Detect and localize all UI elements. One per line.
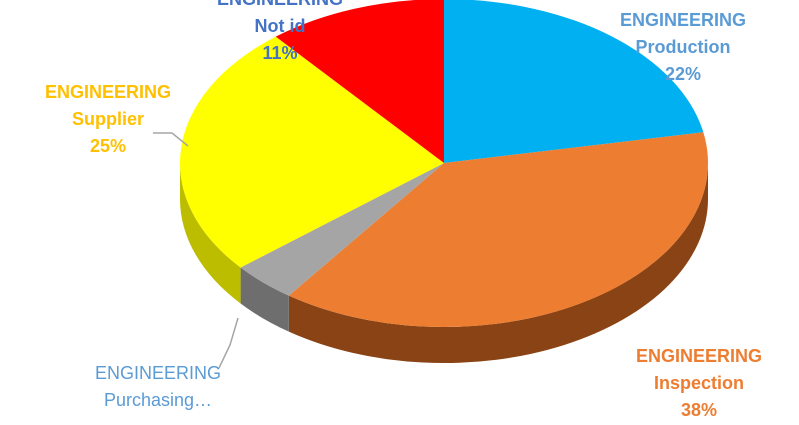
- data-label-category: Not id: [254, 16, 306, 36]
- data-label-percent: 38%: [680, 400, 718, 420]
- data-label-purchasing: ENGINEERING Purchasing…: [95, 360, 221, 414]
- pie-slice-inspection: [288, 132, 708, 327]
- data-label-series: ENGINEERING: [619, 10, 747, 30]
- data-label-series: ENGINEERING: [44, 82, 172, 102]
- data-label-inspection: ENGINEERING Inspection 38%: [636, 343, 762, 424]
- data-label-category: Supplier: [71, 109, 144, 129]
- pie-slice-not-id: [275, 0, 444, 163]
- pie-side-inspection: [288, 163, 708, 363]
- leader-line-purchasing: [218, 317, 239, 369]
- data-label-supplier: ENGINEERING Supplier 25%: [45, 79, 171, 160]
- data-label-not-id: ENGINEERING Not id 11%: [217, 0, 343, 67]
- pie-slice-supplier: [180, 36, 445, 268]
- pie-side-purchasing: [240, 267, 289, 332]
- pie-slice-purchasing: [240, 163, 444, 296]
- data-label-category: Production: [635, 37, 731, 57]
- data-label-series: ENGINEERING: [217, 0, 343, 9]
- data-label-percent: 25%: [89, 136, 127, 156]
- data-label-category: Inspection: [653, 373, 744, 393]
- data-label-series: ENGINEERING: [94, 363, 222, 383]
- data-label-percent: 11%: [262, 43, 298, 63]
- data-label-percent: 22%: [664, 64, 702, 84]
- pie-slice-production: [444, 0, 704, 163]
- data-label-category: Purchasing…: [103, 390, 213, 410]
- data-label-series: ENGINEERING: [635, 346, 763, 366]
- data-label-production: ENGINEERING Production 22%: [620, 7, 746, 88]
- leader-line-supplier: [153, 132, 189, 147]
- pie-side-supplier: [180, 163, 241, 304]
